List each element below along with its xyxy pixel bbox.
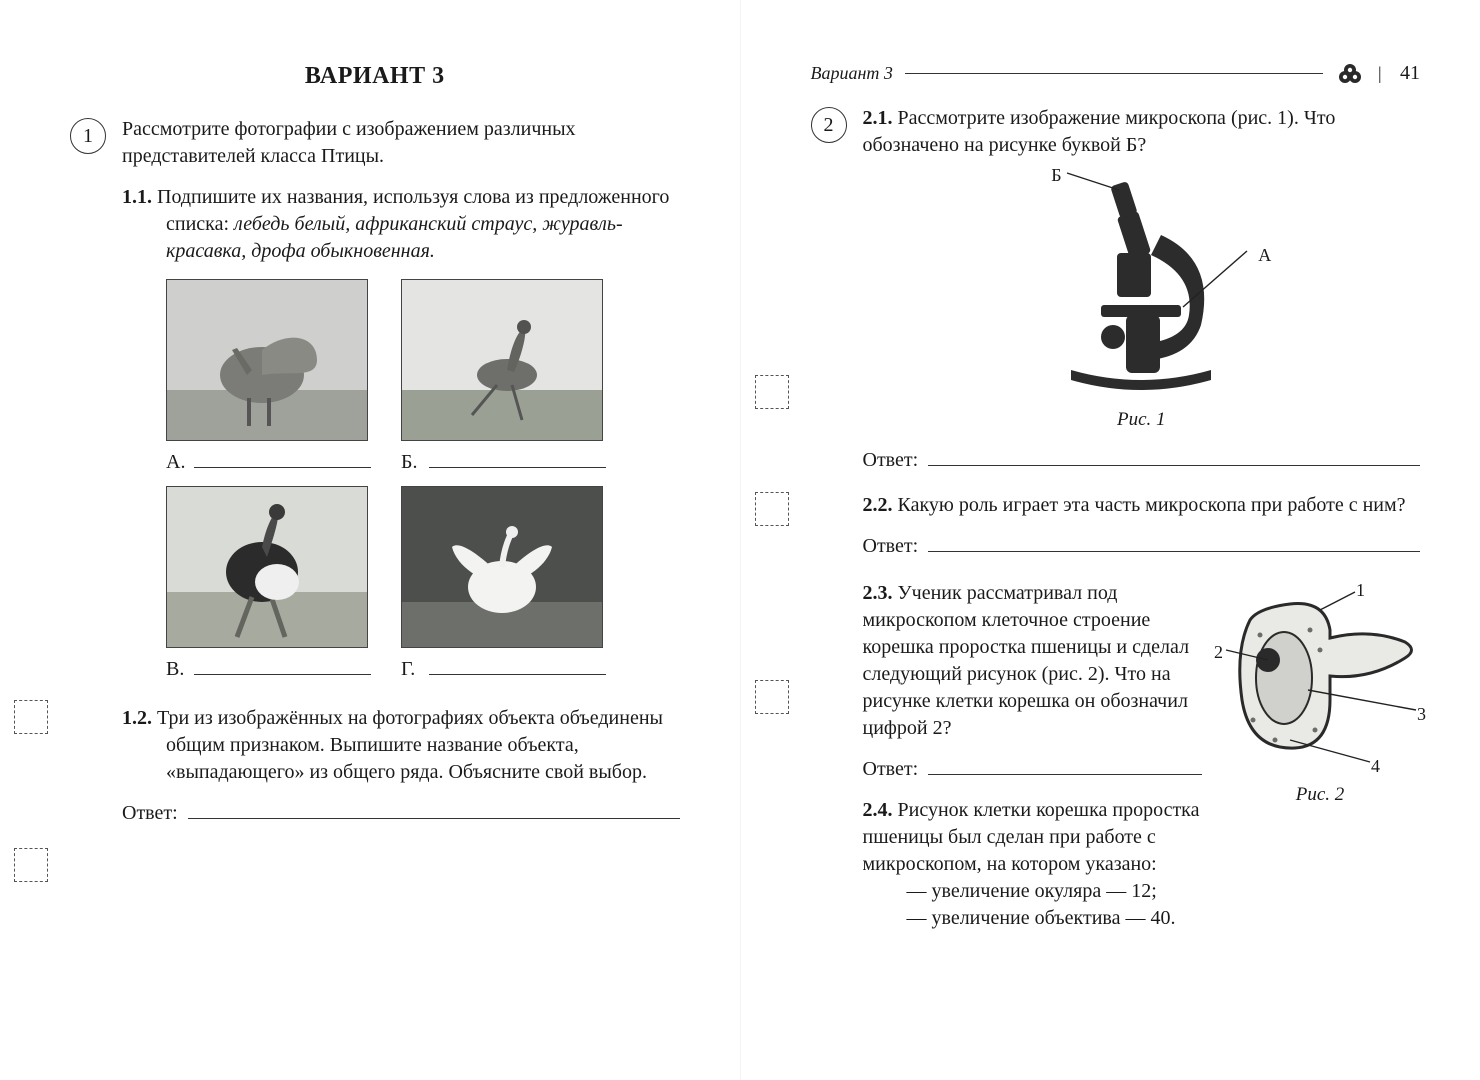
bird-blank-v[interactable] [194, 652, 371, 675]
q2-3: 2.3. Ученик рассматривал под микроскопом… [863, 580, 1203, 742]
q1-1-wordlist: лебедь белый, африканский страус, журавл… [166, 213, 623, 262]
fig2-label-2: 2 [1214, 640, 1223, 664]
q2-2-answer-blank[interactable] [928, 529, 1420, 552]
q1-prompt: Рассмотрите фотографии с изображением ра… [122, 116, 680, 170]
bird-blank-g[interactable] [429, 652, 606, 675]
fig2-label-3: 3 [1417, 702, 1426, 726]
answer-label: Ответ: [122, 800, 178, 827]
bird-cell-b: Б. [401, 279, 606, 476]
question-number-2: 2 [811, 107, 847, 143]
q2-2: 2.2. Какую роль играет эта часть микроск… [863, 492, 1421, 519]
q2-3-answer-blank[interactable] [928, 752, 1202, 775]
fig1-label-a: А [1258, 243, 1271, 267]
page-right: Вариант 3 | 41 2 2.1. Рассмотр [740, 0, 1480, 1080]
running-head-rule [905, 73, 1323, 74]
bird-cell-v: В. [166, 486, 371, 683]
cell-diagram-icon [1220, 580, 1420, 770]
bird-image-b [401, 279, 603, 441]
margin-score-box[interactable] [755, 680, 789, 714]
q1-2-text: Три из изображённых на фотографиях объек… [157, 707, 663, 783]
q1-2-number: 1.2. [122, 707, 152, 729]
q2-3-text: Ученик рассматривал под микроскопом клет… [863, 582, 1190, 739]
bird-image-grid: А. [166, 279, 606, 683]
running-head-text: Вариант 3 [811, 61, 893, 85]
margin-score-box[interactable] [14, 700, 48, 734]
variant-title: ВАРИАНТ 3 [70, 60, 680, 92]
question-1: 1 Рассмотрите фотографии с изображением … [70, 116, 680, 827]
q2-3-answer-line: Ответ: [863, 752, 1203, 783]
answer-label: Ответ: [863, 533, 919, 560]
bird-blank-b[interactable] [429, 445, 606, 468]
q2-2-number: 2.2. [863, 494, 893, 516]
q2-3-number: 2.3. [863, 582, 893, 604]
figure-2: 1 2 3 4 Рис. 2 [1220, 580, 1420, 808]
bird-image-a [166, 279, 368, 441]
answer-label: Ответ: [863, 756, 919, 783]
q2-1-text: Рассмотрите изображение микроскопа (рис.… [863, 107, 1336, 156]
figure-1: Б А [1011, 165, 1271, 433]
running-head: Вариант 3 | 41 [811, 60, 1421, 87]
bird-letter-a: А. [166, 449, 188, 476]
bird-letter-g: Г. [401, 656, 423, 683]
q2-4-line2: — увеличение объектива — 40. [863, 905, 1203, 932]
q1-1-number: 1.1. [122, 186, 152, 208]
bird-image-v [166, 486, 368, 648]
fig1-label-b: Б [1051, 163, 1061, 187]
bird-image-g [401, 486, 603, 648]
q1-1: 1.1. Подпишите их названия, используя сл… [122, 184, 680, 265]
page-spread: ВАРИАНТ 3 1 Рассмотрите фотографии с изо… [0, 0, 1480, 1080]
q2-2-text: Какую роль играет эта часть микроскопа п… [898, 494, 1406, 516]
bird-blank-a[interactable] [194, 445, 371, 468]
question-2: 2 2.1. Рассмотрите изображение микроскоп… [811, 105, 1421, 932]
page-number: 41 [1400, 60, 1420, 87]
q2-1-answer-line: Ответ: [863, 443, 1421, 474]
answer-label: Ответ: [863, 447, 919, 474]
margin-score-box[interactable] [755, 375, 789, 409]
microscope-icon [1011, 165, 1271, 395]
fig2-label-1: 1 [1356, 578, 1365, 602]
fig1-caption: Рис. 1 [1011, 407, 1271, 433]
q2-1-number: 2.1. [863, 107, 893, 129]
q2-1: 2.1. Рассмотрите изображение микроскопа … [863, 105, 1421, 159]
q2-4-number: 2.4. [863, 799, 893, 821]
fig2-caption: Рис. 2 [1220, 782, 1420, 808]
q2-4-line1: — увеличение окуляра — 12; [863, 878, 1203, 905]
q2-4: 2.4. Рисунок клетки корешка проростка пш… [863, 797, 1203, 878]
q1-2: 1.2. Три из изображённых на фотографиях … [122, 705, 680, 786]
bird-cell-g: Г. [401, 486, 606, 683]
q2-4-text: Рисунок клетки корешка проростка пшеницы… [863, 799, 1200, 875]
bird-cell-a: А. [166, 279, 371, 476]
corner-ornament-icon [1335, 63, 1365, 85]
bird-letter-v: В. [166, 656, 188, 683]
question-number-1: 1 [70, 118, 106, 154]
margin-score-box[interactable] [14, 848, 48, 882]
q1-answer-blank[interactable] [188, 796, 680, 819]
q2-2-answer-line: Ответ: [863, 529, 1421, 560]
running-head-divider: | [1377, 61, 1382, 85]
fig2-label-4: 4 [1371, 754, 1380, 778]
bird-letter-b: Б. [401, 449, 423, 476]
q1-answer-line: Ответ: [122, 796, 680, 827]
q2-1-answer-blank[interactable] [928, 443, 1420, 466]
q2-3-block: 2.3. Ученик рассматривал под микроскопом… [863, 580, 1421, 932]
page-left: ВАРИАНТ 3 1 Рассмотрите фотографии с изо… [0, 0, 740, 1080]
margin-score-box[interactable] [755, 492, 789, 526]
